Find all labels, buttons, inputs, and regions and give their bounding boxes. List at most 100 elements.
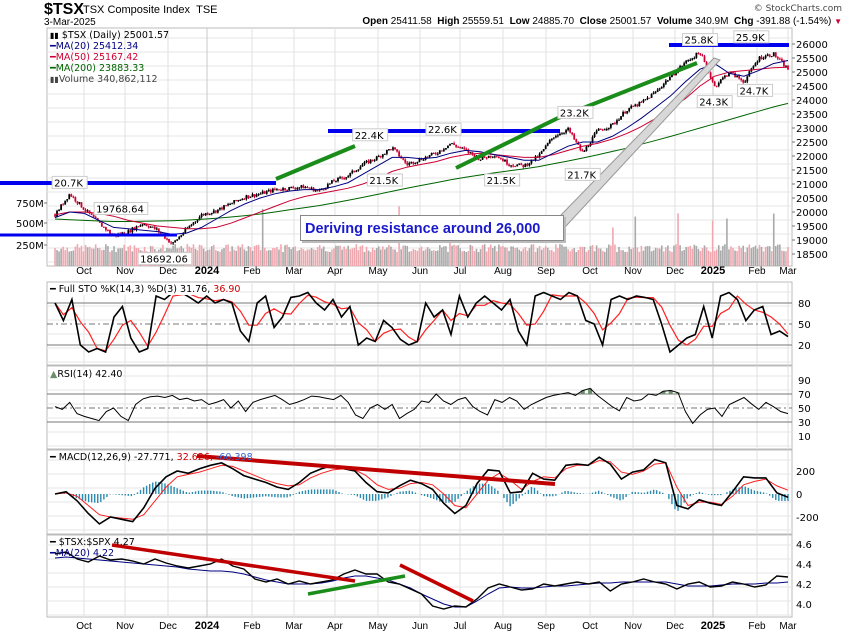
- volume-bar: [567, 249, 569, 266]
- candle-body: [328, 183, 331, 185]
- uptrend-line-1: [275, 144, 356, 181]
- price-annotation-box: [564, 167, 601, 181]
- volume-bar: [194, 248, 197, 266]
- volume-bar: [703, 245, 706, 266]
- candle-body: [695, 52, 698, 58]
- price-annotation-box: [93, 201, 149, 215]
- volume-bar: [496, 251, 498, 266]
- volume-bar: [779, 244, 781, 266]
- candle-body: [290, 187, 293, 189]
- price-axis-label: 25500: [796, 54, 828, 65]
- volume-bar: [94, 244, 97, 266]
- candle-body: [214, 210, 217, 213]
- candle-body: [129, 230, 132, 233]
- volume-bar: [512, 246, 514, 266]
- volume-bar: [115, 251, 117, 266]
- candle-body: [347, 176, 350, 178]
- ratio-line: [54, 551, 789, 610]
- volume-bar: [84, 244, 87, 266]
- volume-bar: [717, 245, 720, 266]
- volume-bar: [575, 251, 578, 266]
- price-annotation-box: [682, 33, 719, 47]
- volume-bar: [544, 245, 547, 266]
- candle-body: [137, 226, 140, 228]
- candle-body: [461, 147, 464, 149]
- volume-bar: [363, 251, 366, 266]
- volume-bar: [245, 251, 248, 266]
- candle-body: [84, 209, 87, 212]
- volume-bar: [463, 250, 466, 266]
- candle-body: [151, 226, 154, 228]
- candle-body: [102, 226, 105, 228]
- candle-body: [414, 162, 417, 164]
- candle-body: [699, 53, 702, 56]
- volume-bar: [772, 213, 775, 266]
- candle-body: [510, 165, 512, 167]
- rsi-axis-label: 50: [798, 404, 811, 415]
- candle-body: [465, 148, 468, 150]
- candle-body: [58, 209, 60, 211]
- candle-body: [432, 152, 435, 154]
- price-annotation-label: 21.5K: [487, 176, 516, 187]
- candle-body: [280, 190, 282, 192]
- rsi-overbought-fill: [580, 390, 585, 394]
- price-axis-label: 19500: [796, 222, 828, 233]
- x-axis-label: Feb: [748, 621, 766, 632]
- candle-body: [80, 202, 83, 208]
- candle-body: [62, 204, 65, 206]
- candle-body: [178, 236, 181, 240]
- candle-body: [310, 187, 313, 189]
- candle-body: [355, 170, 358, 172]
- volume-bar: [746, 247, 749, 266]
- candle-body: [642, 100, 645, 102]
- candle-body: [638, 101, 641, 107]
- candle-body: [373, 159, 376, 161]
- volume-bar: [461, 251, 464, 266]
- candle-body: [705, 61, 708, 67]
- candle-body: [292, 187, 295, 189]
- candle-body: [396, 149, 398, 152]
- macd-legend-signal: 32.626,: [176, 452, 213, 463]
- x-axis-label: Mar: [285, 621, 303, 632]
- volume-bar: [125, 250, 128, 266]
- candle-body: [168, 239, 170, 243]
- volume-bar: [200, 245, 203, 266]
- volume-bar: [595, 245, 598, 266]
- candle-body: [302, 185, 305, 189]
- volume-bar: [581, 246, 584, 266]
- candle-body: [198, 216, 201, 221]
- volume-bar: [459, 248, 461, 266]
- candle-body: [636, 104, 639, 107]
- candle-body: [528, 163, 531, 166]
- candle-body: [605, 129, 608, 131]
- candle-body: [436, 153, 439, 155]
- candle-body: [664, 80, 667, 84]
- volume-bar: [337, 245, 339, 266]
- candle-body: [388, 149, 390, 151]
- volume-bar: [734, 250, 736, 266]
- candle-body: [200, 214, 203, 217]
- volume-bar: [455, 245, 457, 266]
- volume-bar: [510, 246, 512, 266]
- volume-bar: [404, 245, 407, 266]
- candle-body: [345, 177, 348, 179]
- candle-body: [728, 73, 730, 77]
- candle-body: [524, 163, 527, 168]
- candle-body: [339, 177, 341, 179]
- candle-body: [485, 157, 488, 159]
- price-annotation-label: 18692.06: [140, 255, 188, 266]
- candle-body: [66, 199, 69, 201]
- ma50-swatch-icon: ━: [50, 52, 56, 63]
- volume-bar: [481, 245, 484, 266]
- volume-bar: [103, 249, 105, 266]
- volume-bar: [355, 244, 358, 266]
- volume-bar: [555, 244, 557, 266]
- volume-bar: [756, 248, 759, 266]
- candle-body: [565, 130, 567, 133]
- ma200-swatch-icon: ━: [50, 63, 56, 74]
- volume-bar: [56, 250, 58, 266]
- volume-bar: [286, 244, 288, 266]
- volume-bar: [255, 245, 258, 266]
- candle-body: [206, 213, 209, 215]
- volume-bar: [605, 248, 608, 266]
